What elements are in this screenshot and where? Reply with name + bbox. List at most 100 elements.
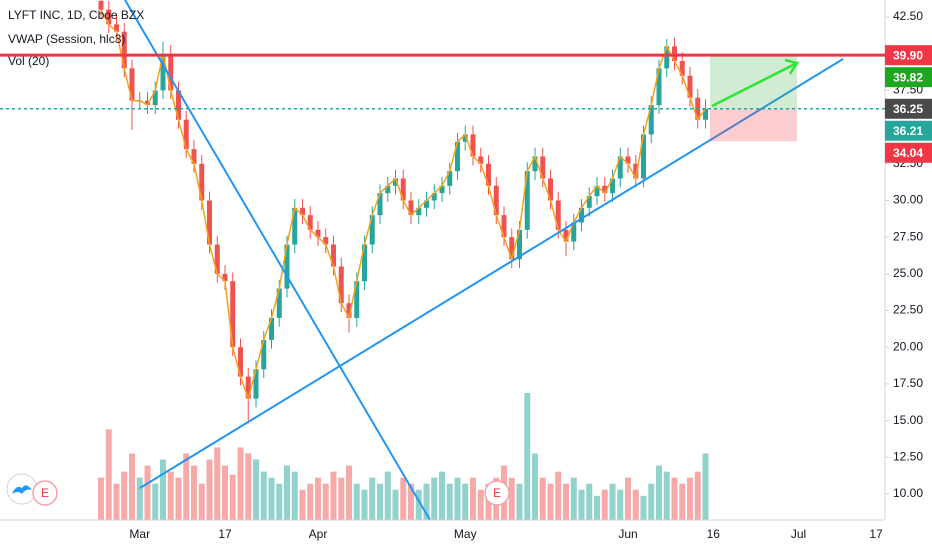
volume-bar [431,477,438,520]
candle-body [447,171,453,186]
volume-bar [663,471,670,520]
volume-bar [214,447,221,520]
candle-body [176,90,181,120]
volume-bar [346,465,352,520]
volume-bar [121,471,128,520]
volume-bar [144,465,151,520]
candle-body [346,303,352,318]
candle-body [284,244,290,289]
price-tag-label: 39.82 [893,70,923,84]
volume-bar [694,471,701,520]
y-tick-label: 30.00 [893,193,923,207]
candle-body [253,369,259,399]
price-tag-label: 36.21 [893,124,923,138]
volume-bar [291,471,298,520]
candle-body [292,207,298,245]
y-tick-label: 17.50 [893,376,923,390]
y-tick-label: 25.00 [893,266,923,280]
candle-body [586,196,592,208]
candle-body [222,273,228,282]
volume-bar [408,483,414,520]
volume-bar [524,393,531,520]
symbol-legend: LYFT INC, 1D, Cboe BZX [8,8,144,22]
volume-bar [322,483,329,520]
volume-bar [338,477,345,520]
candle-body [555,200,561,230]
arrow-shaft [711,62,796,108]
candle-body [548,178,553,201]
candle-body [168,53,174,91]
candle-body [571,222,577,242]
candle-body [160,53,166,91]
x-tick-label: Apr [309,527,328,541]
y-tick-label: 15.00 [893,413,923,427]
volume-bar [353,483,360,520]
volume-bar [477,489,484,520]
candle-body [493,185,499,216]
candle-body [393,178,398,186]
candle-body [656,68,662,106]
earnings-label: E [41,486,49,500]
candle-body [400,178,406,201]
candle-body [462,134,468,142]
candle-body [276,288,282,318]
price-line [100,9,707,402]
candle-body [338,266,344,304]
loss-zone [710,108,797,142]
x-tick-label: 16 [707,527,721,541]
candle-body [478,156,484,164]
x-tick-label: Mar [129,527,150,541]
volume-bar [609,483,616,520]
volume-bar [307,483,314,520]
candle-body [416,207,422,216]
volume-bar [268,477,275,520]
volume-bar [439,471,445,520]
volume-bar [129,453,135,520]
price-tag [885,120,932,141]
candle-body [455,141,460,172]
volume-bar [702,453,709,520]
volume-bar [586,483,593,520]
volume-bar [152,483,159,520]
price-tag-label: 36.25 [893,102,923,116]
volume-bar [415,489,422,520]
price-tag-label: 34.04 [893,146,923,160]
volume-bar [198,483,205,520]
volume-bar [687,477,693,520]
candle-body [501,215,507,238]
volume-bar [113,483,120,520]
y-tick-label: 27.50 [893,229,923,243]
price-tag [885,45,932,66]
volume-bar [330,471,337,520]
volume-bar [508,477,515,520]
volume-bar [446,483,453,520]
candle-body [300,207,305,216]
drawings [124,0,844,520]
candle-body [687,75,693,98]
candle-body [486,163,491,186]
candle-body [579,207,584,223]
candle-body [269,317,274,340]
candle-body [648,105,654,135]
candle-body [439,185,445,194]
x-tick-label: Jun [618,527,637,541]
candle-body [540,156,546,179]
volume-bar [578,489,585,520]
candle-body [602,185,608,194]
x-tick-label: May [454,527,477,541]
candle-body [594,185,600,197]
volume-bar [648,483,655,520]
candle-body [152,90,158,106]
volume-bar [237,447,244,520]
volume-bar [454,477,461,520]
volume-bar [105,429,112,520]
volume-bar [384,471,391,520]
volume-bar [547,483,554,520]
candle-body [509,237,515,260]
candle-body [191,149,197,164]
volume-bar [369,477,376,520]
y-tick-label: 42.50 [893,9,923,23]
volume-bar [555,471,562,520]
volume-bar [423,483,430,520]
